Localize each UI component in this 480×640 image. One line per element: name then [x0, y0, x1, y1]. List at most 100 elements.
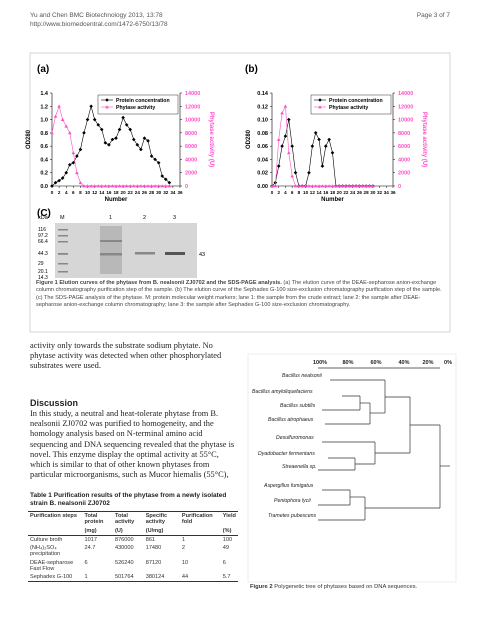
x-tick-label: 14	[99, 190, 105, 195]
x-tick-label: 32	[163, 190, 169, 195]
table-cell: 87120	[145, 559, 162, 566]
point-triangle	[297, 184, 301, 188]
gel-header: 1	[109, 215, 112, 221]
point-triangle	[50, 131, 54, 135]
point-triangle	[135, 184, 140, 188]
point-diamond	[293, 170, 298, 175]
table-cell: 380124	[145, 574, 165, 581]
gel-header: kDa	[38, 215, 49, 221]
point-diamond	[57, 178, 61, 183]
point-triangle	[78, 180, 83, 185]
y2-tick-label: 8000	[185, 131, 197, 137]
x-tick-label: 26	[142, 190, 148, 195]
point-diamond	[313, 131, 318, 135]
y-tick-label: 0.2	[40, 171, 48, 177]
point-triangle	[107, 184, 111, 188]
x-tick-label: 4	[284, 190, 287, 195]
x-tick-label: 2	[277, 190, 280, 195]
panel-label: (b)	[245, 64, 258, 75]
x-tick-label: 20	[337, 190, 343, 195]
point-triangle	[364, 184, 368, 188]
caption-label: Figure 1	[36, 280, 58, 286]
table-row: (NH₄)₂SO₄ precipitation 24.7 430000 17480 2 4…	[28, 544, 238, 558]
table-row: DEAE-sepharose Fast Flow 6 526240 87120 10 6	[28, 559, 238, 573]
x-tick-label: 34	[170, 190, 176, 195]
point-diamond	[78, 147, 83, 152]
table-cell: 526240	[114, 559, 134, 566]
point-diamond	[110, 137, 115, 142]
point-triangle	[313, 184, 318, 188]
table-title: Purification results of the phytase from…	[30, 492, 227, 507]
taxon: Bacillus nealsonii	[282, 373, 323, 379]
scale-label: 60%	[370, 360, 381, 366]
table-cell: (NH₄)₂SO₄ precipitation	[30, 545, 61, 558]
x-tick-label: 2	[58, 190, 61, 195]
x-tick-label: 16	[106, 190, 112, 195]
point-diamond	[287, 117, 291, 122]
column-header: Total activity	[114, 513, 135, 526]
y-tick-label: 0.06	[257, 144, 268, 150]
point-triangle	[131, 184, 136, 188]
table-cell: 1	[84, 574, 88, 581]
point-triangle	[53, 114, 58, 118]
point-triangle	[92, 184, 97, 188]
x-tick-label: 26	[357, 190, 363, 195]
paragraph: activity only towards the substrate sodi…	[30, 341, 222, 371]
taxon: Dyadobacter fermentans	[258, 451, 315, 457]
series-line	[272, 105, 373, 187]
point-triangle	[117, 184, 122, 188]
column-header: Total protein	[84, 513, 104, 526]
y-tick-label: 0.08	[257, 131, 268, 137]
point-triangle	[270, 184, 274, 188]
y-axis-label: OD280	[246, 129, 252, 149]
tree	[318, 367, 450, 521]
point-diamond	[327, 137, 331, 142]
point-diamond	[149, 154, 154, 158]
point-triangle	[337, 184, 342, 188]
point-diamond	[320, 164, 325, 168]
point-triangle	[64, 124, 69, 128]
y2-tick-label: 4000	[185, 157, 197, 163]
x-tick-label: 8	[79, 190, 82, 195]
y2-tick-label: 4000	[398, 157, 410, 163]
point-diamond	[280, 144, 284, 148]
caption-label: Figure 2	[250, 584, 273, 590]
taxon: Bacillus atrophaeus	[268, 417, 314, 423]
point-triangle	[310, 184, 315, 188]
scale-label: 100%	[313, 360, 327, 366]
citation: Yu and Chen BMC Biotechnology 2013, 13:7…	[30, 12, 163, 19]
point-triangle	[276, 137, 281, 141]
x-tick-label: 30	[156, 190, 162, 195]
point-triangle	[139, 184, 143, 188]
y2-tick-label: 10000	[398, 118, 413, 124]
point-diamond	[160, 174, 165, 178]
column-header: Purification steps	[30, 513, 77, 520]
point-triangle	[85, 184, 90, 188]
point-triangle	[293, 184, 298, 188]
point-triangle	[75, 170, 79, 175]
table-cell: 100	[222, 536, 233, 543]
band	[58, 263, 68, 265]
x-tick-label: 14	[316, 190, 322, 195]
point-diamond	[117, 127, 122, 132]
point-triangle	[142, 184, 147, 188]
point-triangle	[146, 184, 150, 188]
point-triangle	[317, 184, 321, 188]
band	[58, 241, 68, 243]
x-tick-label: 10	[85, 190, 91, 195]
point-triangle	[96, 184, 101, 188]
point-diamond	[163, 177, 168, 182]
point-triangle	[273, 184, 278, 188]
table-cell: 501764	[114, 574, 134, 581]
point-triangle	[347, 184, 352, 188]
gel-marker: 14.3	[38, 275, 48, 281]
point-diamond	[71, 160, 76, 165]
table-cell: 6	[222, 559, 226, 566]
point-diamond	[75, 154, 79, 158]
point-triangle	[128, 184, 133, 188]
point-triangle	[60, 117, 65, 121]
x-tick-label: 22	[343, 190, 349, 195]
point-diamond	[146, 139, 150, 143]
y-tick-label: 1.0	[40, 118, 48, 124]
